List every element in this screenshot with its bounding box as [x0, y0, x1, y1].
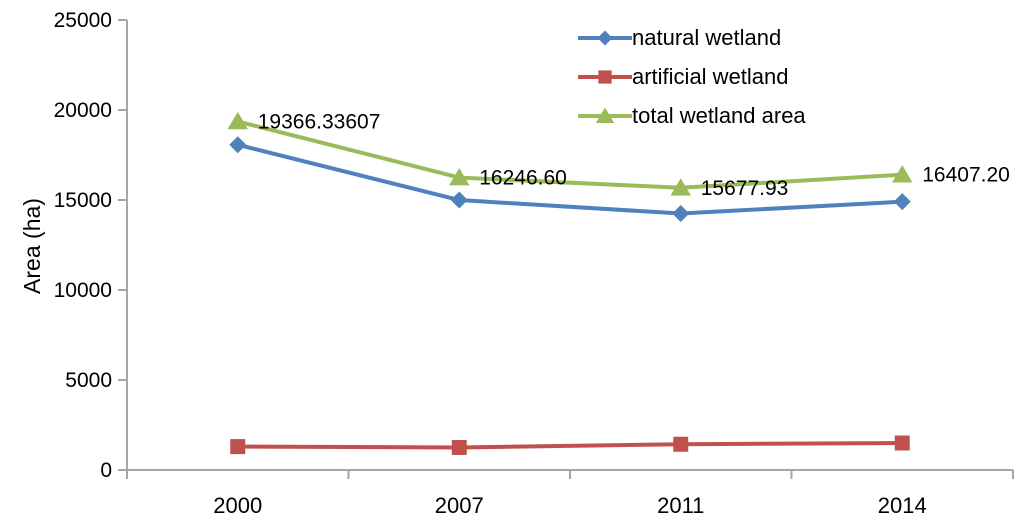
legend-item-natural-wetland: natural wetland [578, 24, 806, 52]
y-tick-label: 10000 [54, 279, 112, 302]
series-total-wetland-area-point [227, 111, 249, 130]
y-tick-label: 0 [100, 459, 112, 482]
legend-natural-wetland-marker [597, 30, 613, 46]
series-artificial-wetland-point [451, 440, 467, 455]
data-label: 16246.60 [479, 167, 567, 190]
series-total-wetland-area-point [891, 165, 913, 183]
square-marker-icon [578, 67, 632, 87]
legend-label: artificial wetland [632, 64, 789, 89]
series-total-wetland-area-point [670, 178, 692, 196]
x-tick-label: 2000 [213, 493, 262, 518]
series-artificial-wetland-point [673, 436, 689, 452]
legend: natural wetland artificial wetland total… [578, 24, 806, 130]
x-tick-label: 2011 [657, 493, 704, 518]
legend-item-artificial-wetland: artificial wetland [578, 63, 806, 91]
x-tick-label: 2014 [878, 493, 927, 518]
legend-label: total wetland area [632, 103, 806, 128]
y-tick-label: 15000 [54, 189, 112, 212]
diamond-marker-icon [578, 28, 632, 48]
triangle-marker-icon [578, 106, 632, 126]
series-natural-wetland-point [450, 191, 468, 209]
y-tick-label: 5000 [65, 369, 112, 392]
series-natural-wetland-point [229, 136, 247, 154]
series-total-wetland-area-line [235, 119, 905, 190]
x-tick-label: 2007 [435, 493, 484, 518]
series-natural-wetland-point [893, 193, 911, 211]
data-label: 16407.20 [922, 164, 1010, 187]
legend-artificial-wetland-marker [598, 70, 612, 84]
series-total-wetland-area-point [448, 168, 470, 186]
data-label: 19366.33607 [258, 110, 381, 133]
series-artificial-wetland-line [235, 441, 905, 450]
series-artificial-wetland-point [230, 439, 246, 455]
series-natural-wetland-line [235, 142, 905, 216]
series-natural-wetland-point [672, 205, 690, 223]
y-axis-title: Area (ha) [19, 198, 45, 294]
legend-item-total-wetland-area: total wetland area [578, 102, 806, 130]
y-tick-label: 25000 [54, 9, 112, 32]
y-tick-label: 20000 [54, 99, 112, 122]
legend-label: natural wetland [632, 25, 782, 50]
series-artificial-wetland-point [894, 435, 910, 451]
legend-total-wetland-area-marker [595, 107, 615, 123]
data-label: 15677.93 [701, 177, 789, 200]
